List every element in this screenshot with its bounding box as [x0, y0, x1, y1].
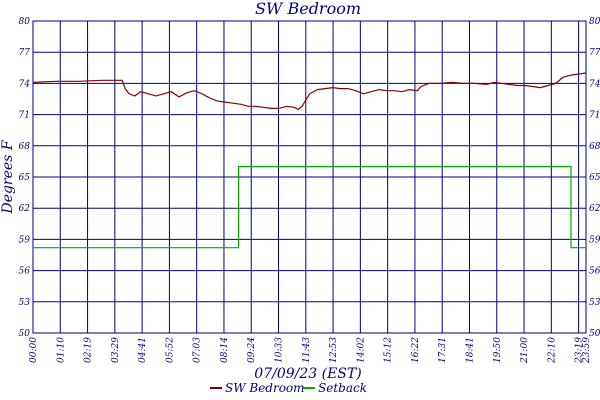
y-tick-label: 56	[19, 267, 31, 277]
y-tick-label: 53	[19, 298, 31, 308]
x-tick-label: 04:41	[138, 337, 148, 363]
x-tick-label: 10:33	[275, 337, 285, 363]
y-tick-label: 68	[19, 142, 31, 152]
x-axis-label: 07/09/23 (EST)	[254, 366, 361, 382]
x-tick-label: 23:59	[582, 337, 592, 364]
x-tick-label: 12:53	[329, 337, 339, 363]
x-tick-label: 23:19	[575, 337, 585, 364]
y-tick-label-right: 71	[589, 111, 600, 121]
y-tick-label-right: 74	[589, 79, 600, 89]
y-axis-right-ticks: 50 53 56 59 62 65 68 71 74 77 80	[589, 17, 600, 339]
x-tick-label: 22:10	[547, 337, 557, 364]
y-tick-label: 50	[19, 329, 31, 339]
y-tick-label-right: 50	[589, 329, 600, 339]
x-tick-label: 17:31	[438, 337, 448, 363]
y-tick-label-right: 77	[589, 48, 600, 58]
series-line-1	[33, 166, 586, 249]
y-tick-label: 71	[19, 111, 30, 121]
x-tick-label: 18:41	[465, 337, 475, 363]
chart-title: SW Bedroom	[255, 0, 361, 18]
y-tick-label: 74	[19, 79, 31, 89]
series-lines	[32, 72, 587, 249]
legend-label: Setback	[318, 381, 367, 395]
y-tick-label-right: 65	[589, 173, 600, 183]
y-tick-label: 62	[19, 204, 31, 214]
legend: SW Bedroom Setback	[210, 381, 367, 395]
x-tick-label: 00:00	[29, 337, 39, 363]
y-tick-label-right: 80	[589, 17, 600, 27]
x-tick-label: 03:29	[111, 337, 121, 363]
x-tick-label: 02:19	[84, 337, 94, 363]
x-tick-label: 19:50	[493, 337, 503, 363]
x-tick-label: 15:12	[384, 337, 394, 363]
y-tick-label: 77	[19, 48, 31, 58]
y-tick-label-right: 59	[589, 235, 600, 245]
x-tick-label: 07:03	[193, 337, 203, 363]
x-tick-label: 08:14	[220, 337, 230, 363]
grid-lines	[33, 20, 586, 334]
x-tick-label: 01:10	[56, 337, 66, 363]
legend-label: SW Bedroom	[225, 381, 305, 395]
x-tick-label: 05:52	[165, 337, 175, 363]
y-tick-label-right: 68	[589, 142, 600, 152]
y-tick-label: 65	[19, 173, 31, 183]
x-tick-label: 16:22	[411, 337, 421, 363]
x-tick-label: 14:02	[356, 337, 366, 363]
y-tick-label: 59	[19, 235, 31, 245]
series-line-0	[32, 72, 587, 111]
y-tick-label-right: 53	[589, 298, 600, 308]
y-axis-left-ticks: 50 53 56 59 62 65 68 71 74 77 80	[19, 17, 31, 339]
x-tick-label: 11:43	[302, 337, 312, 363]
x-axis-ticks: 00:00 01:10 02:19 03:29 04:41 05:52 07:03 08:14…	[29, 337, 592, 364]
y-tick-label-right: 56	[589, 267, 600, 277]
y-tick-label-right: 62	[589, 204, 600, 214]
x-tick-label: 21:00	[520, 337, 530, 364]
plot-frame	[32, 20, 587, 334]
y-tick-label: 80	[19, 17, 31, 27]
x-tick-label: 09:24	[247, 337, 257, 363]
y-axis-label: Degrees F	[0, 139, 16, 214]
